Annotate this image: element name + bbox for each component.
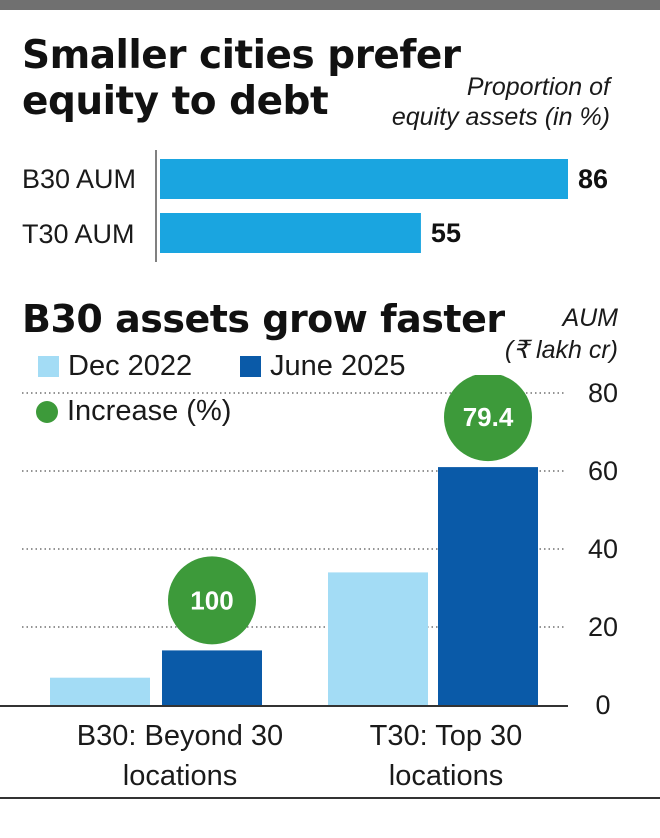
legend-label-dec: Dec 2022 xyxy=(68,350,193,382)
bar-june-2025 xyxy=(438,467,538,705)
chart1-title-line1: Smaller cities prefer equity to debt xyxy=(22,33,461,125)
increase-label: 100 xyxy=(190,585,233,615)
category-line: locations xyxy=(122,760,238,792)
hbar-value-label: 86 xyxy=(578,164,608,194)
increase-circle xyxy=(444,375,532,462)
y-tick-label: 0 xyxy=(595,690,610,715)
chart1-title-part: Smaller cities prefer xyxy=(22,33,461,78)
hbar xyxy=(160,159,568,199)
chart1-note-line2: equity assets (in %) xyxy=(391,103,610,131)
legend-increase: Increase (%) xyxy=(36,395,231,428)
legend-label-june: June 2025 xyxy=(270,350,406,382)
bar-dec-2022 xyxy=(50,677,150,705)
legend-dec-2022: Dec 2022 xyxy=(38,350,192,383)
increase-label: 79.4 xyxy=(463,402,514,432)
bar-june-2025 xyxy=(162,650,262,705)
legend-swatch-june xyxy=(240,356,261,377)
chart2-ylabel: AUM (₹ lakh cr) xyxy=(418,302,618,366)
chart1-category-label: T30 AUM xyxy=(22,219,135,249)
bar-dec-2022 xyxy=(328,572,428,705)
legend-swatch-dec xyxy=(38,356,59,377)
hbar-value-label: 55 xyxy=(431,218,461,248)
category-line: B30: Beyond 30 xyxy=(76,720,284,752)
increase-circle xyxy=(168,556,256,645)
legend-dot-increase xyxy=(36,400,58,423)
chart1-note-line1: Proportion of xyxy=(466,73,610,101)
chart2-ylabel-line1: AUM xyxy=(562,304,618,332)
chart2-ylabel-line2: (₹ lakh cr) xyxy=(504,336,618,364)
category-line: locations xyxy=(388,760,504,792)
y-tick-label: 20 xyxy=(588,612,618,642)
category-line: T30: Top 30 xyxy=(369,720,523,752)
chart2-category-b30: B30: Beyond 30 locations xyxy=(50,716,310,796)
y-tick-label: 60 xyxy=(588,456,618,486)
chart1-category-label: B30 AUM xyxy=(22,164,137,194)
top-bar xyxy=(0,0,660,10)
legend-june-2025: June 2025 xyxy=(240,350,405,383)
y-tick-label: 80 xyxy=(588,378,618,408)
legend-label-increase: Increase (%) xyxy=(67,395,232,427)
chart2-svg: 0 20 40 60 80 100 79.4 xyxy=(0,375,618,715)
y-tick-label: 40 xyxy=(588,534,618,564)
chart2-title: B30 assets grow faster xyxy=(22,297,505,341)
chart1-svg: 86 55 xyxy=(155,150,608,262)
bottom-rule xyxy=(0,797,660,799)
chart1-note: Proportion of equity assets (in %) xyxy=(310,72,610,132)
chart1-title-part: equity to debt xyxy=(22,79,329,124)
chart2-category-t30: T30: Top 30 locations xyxy=(316,716,576,796)
hbar xyxy=(160,213,421,253)
